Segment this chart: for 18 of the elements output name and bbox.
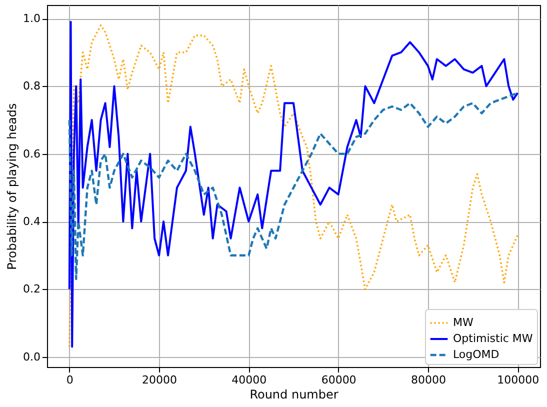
x-tick-label: 20000 [142, 374, 178, 386]
x-axis-title: Round number [250, 388, 338, 402]
x-tick-label: 60000 [321, 374, 356, 386]
y-tick-label: 0.4 [23, 215, 40, 228]
legend-label: Optimistic MW [453, 332, 533, 345]
legend-label: MW [453, 316, 474, 329]
y-axis-title: Probability of playing heads [5, 103, 20, 270]
x-tick-label: 40000 [232, 374, 267, 386]
y-tick-label: 0.2 [23, 282, 40, 296]
line-series [68, 92, 519, 280]
x-tick-label: 0 [66, 374, 74, 386]
y-tick-label: 0.6 [23, 147, 40, 160]
y-tick-label: 1.0 [23, 12, 40, 26]
y-tick-label: 0.0 [23, 350, 40, 364]
x-tick-label: 80000 [410, 374, 446, 386]
x-tick-label: 100000 [497, 374, 540, 386]
legend-label: LogOMD [453, 348, 500, 361]
y-tick-label: 0.8 [23, 80, 40, 93]
